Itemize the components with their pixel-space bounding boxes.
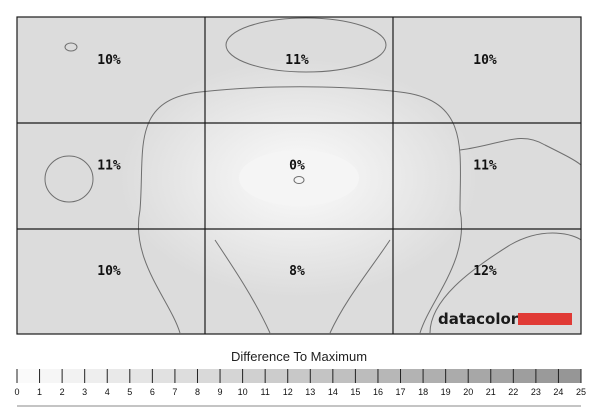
legend-tick-label: 15	[350, 387, 360, 397]
contour-left-circle	[44, 155, 94, 203]
legend-swatch	[84, 369, 108, 383]
cell-label-r2-c3: 11%	[473, 159, 497, 174]
legend-swatch	[400, 369, 424, 383]
logo-bar	[518, 313, 572, 325]
grid-frame	[16, 16, 582, 335]
legend-swatch	[17, 369, 41, 383]
cell-label-r1-c2: 11%	[285, 53, 309, 68]
legend-tick-label: 1	[37, 387, 42, 397]
legend-tick-label: 11	[260, 387, 269, 397]
contour-top-center	[225, 17, 387, 73]
legend-swatch	[310, 369, 334, 383]
contour-bottom-right	[429, 232, 582, 334]
legend-swatch	[535, 369, 559, 383]
legend-tick-label: 18	[418, 387, 428, 397]
legend-tick-label: 20	[463, 387, 473, 397]
legend-tick-label: 25	[576, 387, 586, 397]
legend-tick-label: 3	[82, 387, 87, 397]
legend-tick-label: 23	[531, 387, 541, 397]
legend-tick-label: 0	[14, 387, 19, 397]
legend-swatch	[355, 369, 379, 383]
legend-tick-label: 17	[396, 387, 406, 397]
legend-swatch	[220, 369, 244, 383]
legend-swatch	[332, 369, 356, 383]
contour-right-lobe	[329, 239, 391, 334]
legend-tick-label: 6	[150, 387, 155, 397]
legend-tick-label: 8	[195, 387, 200, 397]
legend-swatch	[242, 369, 266, 383]
grid	[16, 16, 582, 335]
legend-swatch	[490, 369, 514, 383]
logo-text: datacolor	[438, 310, 519, 328]
legend-swatch	[152, 369, 176, 383]
legend-swatch	[62, 369, 86, 383]
legend-tick-label: 19	[441, 387, 451, 397]
legend-swatch	[107, 369, 131, 383]
contour-top-right	[459, 138, 582, 166]
legend-tick-label: 10	[238, 387, 248, 397]
cell-label-r2-c2: 0%	[289, 159, 305, 174]
legend-tick-label: 13	[305, 387, 315, 397]
legend-tick-label: 4	[105, 387, 110, 397]
legend-tick-label: 9	[218, 387, 223, 397]
contour-left-lobe	[214, 239, 271, 334]
cell-label-r1-c1: 10%	[97, 53, 121, 68]
legend-tick-label: 14	[328, 387, 338, 397]
legend-swatch	[129, 369, 153, 383]
legend-swatch	[265, 369, 289, 383]
cell-label-r3-c2: 8%	[289, 264, 305, 279]
legend-tick-label: 12	[283, 387, 293, 397]
cell-label-r2-c1: 11%	[97, 159, 121, 174]
cell-label-r3-c3: 12%	[473, 264, 497, 279]
legend-swatch	[39, 369, 63, 383]
legend-tick-label: 5	[127, 387, 132, 397]
legend-tick-label: 7	[172, 387, 177, 397]
legend-swatch	[513, 369, 537, 383]
legend-tick-label: 22	[508, 387, 518, 397]
cell-labels: 10% 11% 10% 11% 0% 11% 10% 8% 12%	[97, 53, 497, 279]
legend-scale: 0 1 2 3 4 5 6 7 8 9 10 11 12 13 14 15 16 17 18 19 20 21 22 23 24…	[14, 369, 586, 397]
datacolor-logo: datacolor	[438, 310, 572, 328]
legend-swatch	[423, 369, 447, 383]
legend-swatch	[558, 369, 582, 383]
legend-swatch	[174, 369, 198, 383]
legend-tick-label: 24	[553, 387, 563, 397]
legend-tick-label: 16	[373, 387, 383, 397]
legend-swatch	[468, 369, 492, 383]
legend-tick-label: 21	[486, 387, 496, 397]
legend-swatch	[287, 369, 311, 383]
contour-center-dot	[293, 176, 305, 184]
legend-title: Difference To Maximum	[231, 349, 367, 364]
legend-swatch	[377, 369, 402, 383]
cell-label-r1-c3: 10%	[473, 53, 497, 68]
legend-swatch	[445, 369, 469, 383]
cell-label-r3-c1: 10%	[97, 264, 121, 279]
legend-swatch	[197, 369, 221, 383]
legend-tick-label: 2	[60, 387, 65, 397]
contour-small-top-left	[64, 42, 78, 52]
contour-outer-lobe	[137, 86, 463, 334]
hotspot-core	[239, 150, 359, 206]
